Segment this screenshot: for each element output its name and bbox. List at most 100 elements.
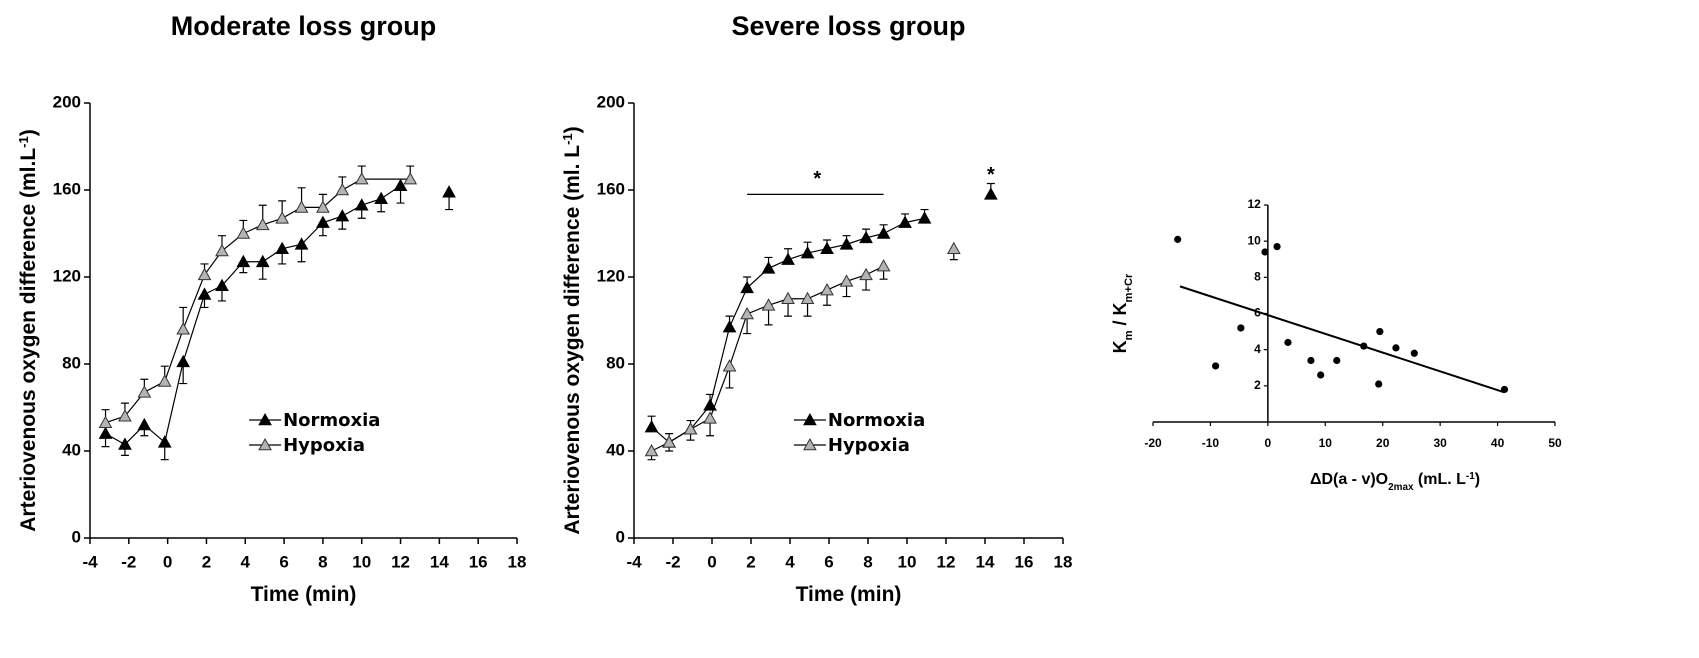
marker: [839, 274, 854, 287]
legend-marker: [258, 412, 272, 426]
y-tick-label: 40: [606, 440, 625, 459]
marker: [740, 280, 754, 294]
x-tick-label: 6: [824, 552, 833, 571]
x-tick-label: 0: [163, 552, 172, 571]
marker: [393, 178, 408, 191]
marker: [781, 291, 795, 305]
x-tick-label: 6: [279, 552, 288, 571]
series-line: [652, 194, 991, 442]
point: [1376, 327, 1384, 336]
point: [1261, 248, 1269, 256]
marker: [354, 172, 369, 185]
y-tick-label: 0: [616, 527, 625, 546]
y-axis-label-part: Arteriovenous oxygen difference (ml. L: [561, 145, 584, 535]
marker: [236, 254, 251, 268]
y-axis-label-part: -1: [16, 136, 31, 148]
marker: [197, 267, 212, 281]
marker: [800, 246, 815, 259]
point: [1211, 362, 1220, 370]
legend-marker: [803, 437, 817, 451]
x-tick-label: 16: [469, 552, 488, 571]
x-axis-label-part: 2max: [1388, 482, 1414, 493]
y-tick-label: 0: [72, 527, 81, 546]
marker: [644, 420, 659, 433]
marker: [176, 322, 191, 335]
x-tick-label: 14: [430, 552, 449, 571]
y-tick-label: 120: [597, 266, 625, 285]
marker: [294, 200, 309, 213]
x-tick-label: 10: [352, 552, 371, 571]
y-axis-label-part: -1: [560, 133, 575, 145]
x-tick-label: 40: [1491, 436, 1505, 450]
y-tick-label: 8: [1254, 270, 1261, 284]
y-axis-label-part: m+Cr: [1123, 273, 1135, 302]
x-tick-label: -4: [82, 552, 98, 571]
marker: [255, 217, 270, 231]
x-axis-label: Time (min): [251, 583, 357, 606]
y-axis-label-part: K: [1110, 340, 1130, 353]
marker: [137, 417, 152, 431]
x-tick-label: 20: [1376, 436, 1390, 450]
y-axis-label-part: ): [17, 129, 40, 136]
x-tick-label: 4: [241, 552, 251, 571]
x-axis-label-part: Time (min): [251, 583, 357, 606]
x-tick-label: -2: [121, 552, 136, 571]
marker: [215, 243, 229, 257]
y-tick-label: 10: [1247, 233, 1261, 247]
marker: [662, 435, 676, 448]
point: [1284, 338, 1292, 347]
marker: [898, 215, 912, 228]
annotation: *: [813, 168, 821, 190]
y-axis-label-part: Arteriovenous oxygen difference (ml.L: [17, 148, 40, 532]
point: [1174, 235, 1182, 243]
marker: [294, 237, 309, 250]
y-tick-label: 200: [53, 92, 81, 111]
point: [1333, 356, 1341, 365]
marker: [703, 398, 717, 411]
marker: [255, 254, 270, 268]
marker: [761, 261, 776, 274]
marker: [118, 437, 132, 450]
marker: [859, 267, 873, 281]
x-tick-label: -20: [1144, 436, 1162, 450]
marker: [215, 278, 229, 291]
x-axis-label-part: ): [1475, 471, 1480, 488]
x-tick-label: 18: [1054, 552, 1073, 571]
y-tick-label: 40: [62, 440, 81, 459]
series-line: [105, 178, 411, 424]
marker: [197, 287, 212, 300]
marker: [800, 291, 815, 305]
marker: [859, 230, 873, 244]
x-axis-label: Time (min): [796, 583, 902, 606]
legend-marker: [258, 437, 272, 451]
marker: [236, 226, 251, 239]
marker: [839, 237, 854, 250]
series-line: [106, 186, 450, 445]
x-tick-label: 10: [1319, 436, 1333, 450]
point: [1392, 344, 1400, 352]
marker: [335, 209, 350, 222]
marker: [157, 374, 172, 387]
x-tick-label: 10: [898, 552, 917, 571]
marker: [820, 283, 834, 296]
x-tick-label: 16: [1015, 552, 1034, 571]
marker: [946, 241, 961, 255]
regression-line: [1179, 285, 1505, 394]
annotation: *: [987, 164, 995, 186]
x-tick-label: 8: [863, 552, 872, 571]
marker: [740, 306, 754, 320]
marker: [703, 411, 717, 424]
marker: [917, 211, 932, 224]
point: [1410, 349, 1418, 357]
point: [1500, 385, 1509, 394]
x-tick-label: 2: [202, 552, 211, 571]
x-tick-label: 8: [318, 552, 327, 571]
y-axis-label-part: m: [1123, 330, 1135, 340]
x-tick-label: 50: [1548, 436, 1562, 450]
legend-label: Hypoxia: [283, 435, 365, 456]
point: [1237, 324, 1245, 332]
x-tick-label: 0: [707, 552, 716, 571]
marker: [176, 354, 191, 368]
x-axis-label-part: ΔD(a - v)O: [1310, 471, 1388, 488]
x-axis-label: ΔD(a - v)O2max (mL. L-1): [1310, 471, 1480, 493]
